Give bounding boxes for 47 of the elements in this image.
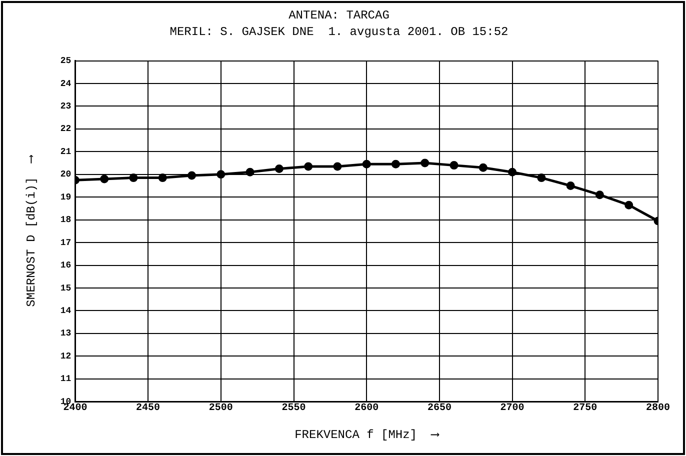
x-axis-title: FREKVENCA f [MHz] ⟶: [294, 428, 440, 442]
point: [100, 174, 109, 184]
x-tick-label: 2600: [354, 403, 379, 414]
y-tick-label: 24: [60, 78, 72, 89]
point: [333, 162, 342, 171]
point: [450, 161, 458, 170]
point: [274, 164, 284, 173]
y-tick-label: 19: [60, 192, 72, 202]
point: [420, 158, 430, 168]
point: [391, 160, 400, 168]
y-tick-label: 13: [60, 328, 72, 339]
point: [537, 174, 546, 182]
y-tick-label: 14: [60, 306, 72, 316]
y-tick-label: 22: [60, 124, 72, 134]
y-tick-label: 16: [60, 260, 72, 271]
x-tick-label: 2800: [646, 403, 670, 414]
point: [129, 174, 138, 182]
point: [246, 168, 254, 176]
x-tick-label: 2450: [136, 403, 160, 414]
y-tick-label: 21: [60, 146, 72, 157]
point: [216, 170, 226, 179]
y-axis-title: SMERNOST D [dB(i)] ⟶: [24, 154, 38, 307]
point: [362, 160, 371, 168]
point: [478, 163, 488, 172]
y-tick-label: 15: [60, 283, 72, 294]
y-tick-label: 23: [60, 102, 72, 112]
y-tick-label: 20: [60, 170, 72, 180]
point: [566, 182, 575, 190]
point: [158, 174, 167, 182]
y-tick-label: 18: [60, 215, 72, 226]
x-tick-label: 2700: [500, 403, 524, 414]
x-tick-label: 2750: [573, 403, 598, 414]
y-tick-label: 12: [60, 351, 72, 362]
x-tick-label: 2650: [427, 403, 452, 414]
x-tick-label: 2550: [282, 403, 306, 414]
chart-title: ANTENA: TARCAG: [288, 8, 390, 22]
x-tick-label: 2500: [208, 403, 233, 414]
y-tick-label: 25: [60, 56, 72, 66]
x-tick-label: 2400: [63, 403, 88, 414]
point: [304, 162, 313, 171]
point: [188, 171, 196, 180]
point: [508, 168, 517, 176]
y-tick-label: 11: [60, 374, 72, 384]
point: [595, 190, 604, 200]
point: [624, 200, 634, 210]
chart-subtitle: MERIL: S. GAJSEK DNE 1. avgusta 2001. OB 15:52: [170, 24, 508, 39]
y-tick-label: 17: [60, 238, 72, 248]
